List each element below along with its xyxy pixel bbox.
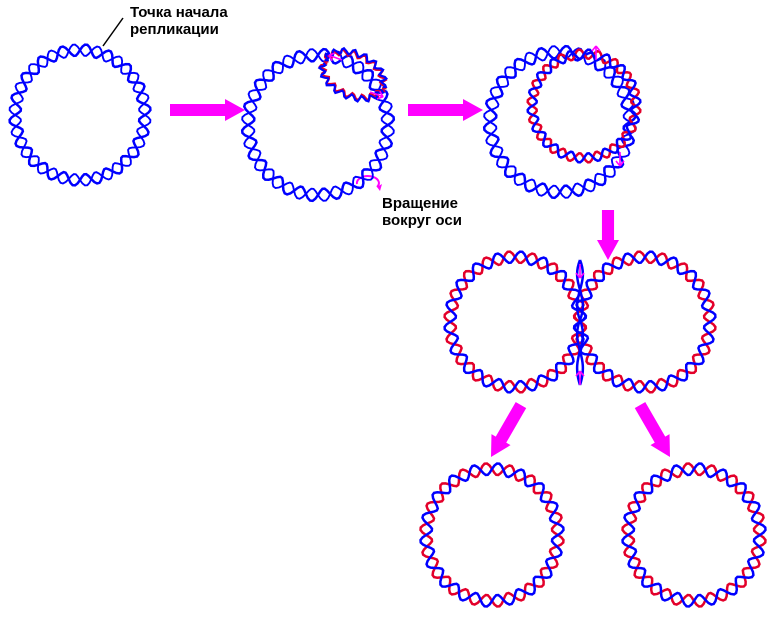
fork-arrow-icon xyxy=(574,264,586,286)
label-origin-of-replication: Точка начала репликации xyxy=(130,4,228,39)
chromosome-ring xyxy=(614,455,774,615)
chromosome-ring xyxy=(518,40,650,172)
fork-arrow-icon xyxy=(590,38,602,60)
flow-arrow xyxy=(170,91,247,129)
diagram-stage: Точка начала репликации Вращение вокруг … xyxy=(0,0,780,619)
fork-arrow-icon xyxy=(614,152,626,174)
chromosome-ring xyxy=(412,455,572,615)
fork-arrow-icon xyxy=(574,363,586,385)
flow-arrow xyxy=(589,210,627,262)
chromosome-ring xyxy=(1,36,159,194)
flow-arrow xyxy=(408,91,485,129)
